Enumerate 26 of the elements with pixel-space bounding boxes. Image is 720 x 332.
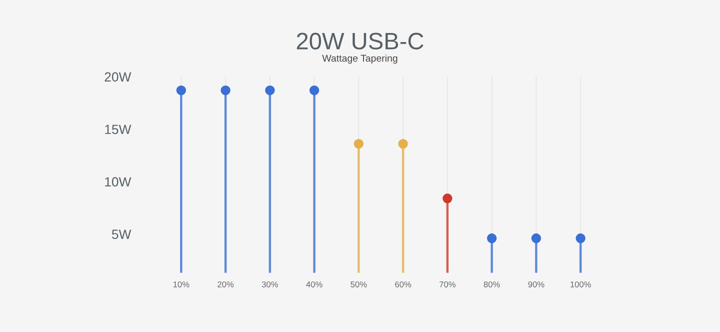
point (265, 85, 275, 96)
point (176, 85, 186, 96)
y-tick-label: 20W (104, 72, 132, 82)
y-tick-label: 5W (112, 230, 132, 239)
x-tick-label: 50% (350, 281, 367, 288)
point (220, 85, 230, 96)
point (531, 233, 542, 244)
x-tick-label: 100% (570, 281, 591, 288)
point (576, 233, 586, 244)
x-tick-label: 90% (528, 281, 544, 288)
x-tick-label: 40% (306, 281, 322, 288)
x-tick-label: 70% (440, 281, 456, 288)
x-tick-label: 20% (218, 281, 234, 288)
x-tick-label: 30% (262, 281, 278, 288)
y-tick-label: 15W (105, 124, 132, 134)
x-tick-label: 60% (395, 281, 412, 288)
x-tick-label: 80% (484, 281, 500, 288)
point (354, 138, 364, 149)
chart-subtitle: Wattage Tapering (322, 54, 398, 64)
point (442, 194, 452, 204)
point (398, 138, 408, 149)
point (486, 233, 497, 244)
chart-title: 20W USB-C (296, 32, 424, 50)
point (309, 85, 320, 96)
x-tick-label: 10% (173, 281, 190, 288)
y-tick-label: 10W (105, 177, 132, 187)
